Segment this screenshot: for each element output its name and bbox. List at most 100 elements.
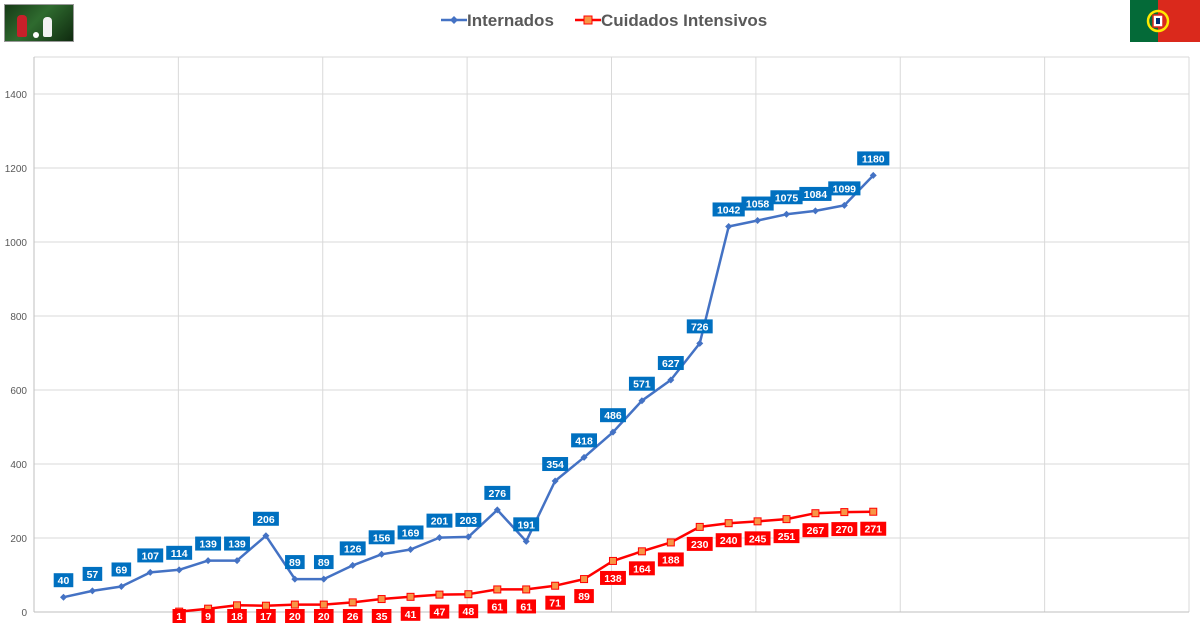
data-label-text: 267 bbox=[807, 525, 825, 537]
data-label-box bbox=[400, 606, 421, 621]
data-label-text: 1180 bbox=[862, 153, 885, 165]
data-label-text: 486 bbox=[604, 410, 622, 422]
data-label-box bbox=[600, 408, 626, 423]
data-label-text: 26 bbox=[347, 611, 359, 623]
data-label-internados: 203 bbox=[455, 512, 482, 527]
data-label-box bbox=[166, 545, 193, 560]
data-point-cuidados-intensivos bbox=[435, 590, 444, 599]
data-point-cuidados-intensivos bbox=[377, 595, 386, 604]
data-label-text: 1099 bbox=[833, 183, 857, 195]
data-label-text: 9 bbox=[205, 611, 211, 623]
y-tick-label: 800 bbox=[10, 312, 27, 323]
data-label-box bbox=[600, 570, 626, 585]
data-point-internados bbox=[840, 201, 848, 209]
data-label-text: 138 bbox=[604, 573, 622, 585]
data-label-text: 69 bbox=[115, 564, 127, 576]
data-label-box bbox=[227, 609, 247, 623]
data-label-box bbox=[201, 609, 215, 623]
data-label-box bbox=[111, 562, 132, 577]
data-label-internados: 139 bbox=[224, 536, 250, 551]
legend-marker bbox=[450, 16, 458, 24]
data-label-internados: 126 bbox=[339, 541, 366, 556]
data-label-cuidados-intensivos: 41 bbox=[400, 606, 421, 621]
data-label-text: 1084 bbox=[804, 189, 828, 201]
data-label-internados: 571 bbox=[628, 376, 655, 391]
data-label-box bbox=[860, 521, 887, 536]
data-label-text: 20 bbox=[318, 611, 330, 623]
data-label-internados: 1180 bbox=[857, 151, 890, 166]
data-label-cuidados-intensivos: 240 bbox=[715, 533, 742, 548]
data-label-text: 276 bbox=[489, 488, 507, 500]
data-point-internados bbox=[435, 534, 443, 542]
data-label-text: 270 bbox=[836, 524, 854, 536]
data-point-internados bbox=[609, 428, 617, 436]
data-label-text: 726 bbox=[691, 321, 709, 333]
data-point-internados bbox=[378, 550, 386, 558]
data-label-internados: 156 bbox=[368, 530, 395, 545]
data-label-internados: 1075 bbox=[770, 190, 803, 205]
data-label-box bbox=[397, 525, 424, 540]
y-tick-label: 200 bbox=[10, 534, 27, 545]
data-label-box bbox=[828, 181, 861, 196]
data-label-internados: 1084 bbox=[799, 186, 832, 201]
data-label-internados: 89 bbox=[285, 555, 305, 570]
data-label-text: 61 bbox=[491, 601, 503, 613]
data-point-internados bbox=[117, 582, 125, 590]
data-label-cuidados-intensivos: 47 bbox=[429, 604, 450, 619]
data-label-box bbox=[368, 530, 395, 545]
data-point-cuidados-intensivos bbox=[290, 600, 299, 609]
data-point-internados bbox=[811, 207, 819, 215]
data-label-box bbox=[342, 609, 363, 623]
data-label-internados: 276 bbox=[484, 485, 511, 500]
data-label-text: 169 bbox=[402, 527, 420, 539]
data-point-internados bbox=[638, 397, 646, 405]
data-point-cuidados-intensivos bbox=[551, 581, 560, 590]
data-label-text: 89 bbox=[318, 557, 330, 569]
data-label-cuidados-intensivos: 26 bbox=[342, 609, 363, 623]
data-label-cuidados-intensivos: 17 bbox=[256, 609, 276, 623]
data-label-cuidados-intensivos: 20 bbox=[313, 609, 334, 623]
data-label-box bbox=[313, 609, 334, 623]
data-point-cuidados-intensivos bbox=[406, 592, 415, 601]
data-label-internados: 69 bbox=[111, 562, 132, 577]
y-tick-label: 1000 bbox=[5, 238, 28, 249]
data-label-box bbox=[82, 566, 103, 581]
data-label-text: 271 bbox=[864, 524, 882, 536]
data-point-internados bbox=[88, 587, 96, 595]
data-label-internados: 201 bbox=[426, 513, 453, 528]
data-label-cuidados-intensivos: 271 bbox=[860, 521, 887, 536]
data-label-box bbox=[571, 433, 598, 448]
data-label-cuidados-intensivos: 188 bbox=[657, 552, 684, 567]
data-label-text: 245 bbox=[749, 533, 767, 545]
data-label-internados: 89 bbox=[313, 555, 334, 570]
data-label-internados: 139 bbox=[195, 536, 222, 551]
data-label-box bbox=[484, 485, 511, 500]
data-label-box bbox=[574, 589, 594, 604]
data-label-text: 203 bbox=[460, 515, 478, 527]
data-label-text: 627 bbox=[662, 358, 680, 370]
data-label-text: 251 bbox=[778, 531, 796, 543]
data-label-text: 188 bbox=[662, 554, 680, 566]
data-label-box bbox=[657, 552, 684, 567]
data-point-internados bbox=[407, 545, 415, 553]
data-point-cuidados-intensivos bbox=[233, 601, 242, 610]
data-label-text: 48 bbox=[463, 606, 475, 618]
data-label-text: 1 bbox=[176, 611, 182, 623]
data-label-text: 191 bbox=[517, 519, 535, 531]
data-label-box bbox=[857, 151, 890, 166]
data-label-box bbox=[195, 536, 222, 551]
data-label-box bbox=[686, 536, 713, 551]
data-label-cuidados-intensivos: 251 bbox=[773, 529, 800, 544]
data-point-cuidados-intensivos bbox=[464, 590, 473, 599]
data-label-text: 156 bbox=[373, 532, 391, 544]
data-label-box bbox=[429, 604, 450, 619]
data-point-cuidados-intensivos bbox=[695, 522, 704, 531]
data-point-cuidados-intensivos bbox=[493, 585, 502, 594]
data-label-cuidados-intensivos: 18 bbox=[227, 609, 247, 623]
data-label-cuidados-intensivos: 71 bbox=[545, 595, 565, 610]
data-point-cuidados-intensivos bbox=[753, 517, 762, 526]
data-label-internados: 418 bbox=[571, 433, 598, 448]
data-label-text: 40 bbox=[58, 575, 70, 587]
data-label-box bbox=[542, 457, 569, 472]
